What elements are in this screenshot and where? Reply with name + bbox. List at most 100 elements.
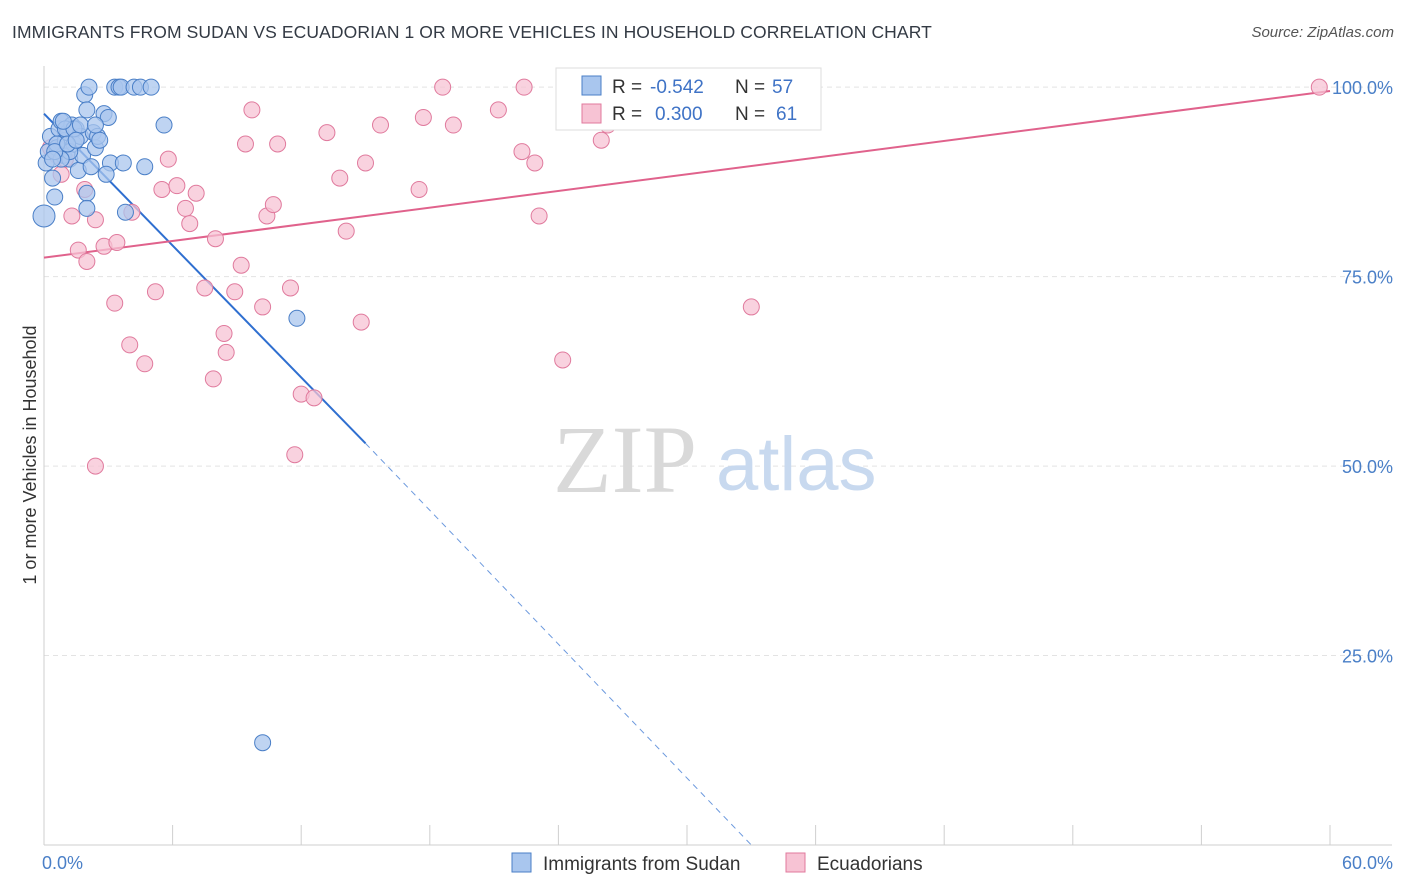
ecuadorians-point: [215, 324, 233, 342]
watermark-zip: ZIP: [553, 406, 697, 513]
ecuadorians-point: [226, 283, 244, 301]
legend-r-value-ecuadorians: 0.300: [655, 104, 703, 125]
ecuadorians-point: [352, 313, 370, 331]
sudan-point: [116, 203, 134, 221]
axes: [43, 66, 1392, 846]
y-tick-label: 50.0%: [1342, 457, 1393, 477]
ecuadorians-point: [236, 135, 254, 153]
sudan-point: [99, 108, 117, 126]
sudan-point: [82, 158, 100, 176]
series-swatch-sudan: [511, 852, 532, 873]
ecuadorians-point: [515, 78, 533, 96]
ecuadorians-point: [331, 169, 349, 187]
sudan-point: [114, 154, 132, 172]
ecuadorians-point: [269, 135, 287, 153]
ecuadorians-point: [372, 116, 390, 134]
stats-legend: R = -0.542 N = 57 R = 0.300 N = 61: [555, 67, 822, 131]
y-tick-label: 25.0%: [1342, 647, 1393, 667]
ecuadorians-point: [86, 457, 104, 475]
y-tick-label: 75.0%: [1342, 268, 1393, 288]
ecuadorians-point: [489, 101, 507, 119]
legend-r-label-ecuadorians: R =: [612, 104, 642, 125]
ecuadorians-point: [1310, 78, 1328, 96]
y-tick-label: 100.0%: [1332, 78, 1393, 98]
ecuadorians-point: [337, 222, 355, 240]
sudan-point: [78, 101, 96, 119]
sudan-point: [155, 116, 173, 134]
ecuadorians-point: [159, 150, 177, 168]
sudan-point: [254, 734, 272, 752]
grid-lines: [44, 86, 1392, 657]
sudan-point: [78, 184, 96, 202]
ecuadorians-point: [146, 283, 164, 301]
legend-n-value-sudan: 57: [772, 77, 793, 98]
sudan-point: [142, 78, 160, 96]
series-legend: Immigrants from Sudan Ecuadorians: [511, 852, 923, 875]
sudan-trend-extension: [365, 442, 752, 846]
sudan-point: [44, 150, 62, 168]
ecuadorians-point: [69, 241, 87, 259]
watermark-atlas: atlas: [716, 422, 877, 507]
ecuadorians-point: [526, 154, 544, 172]
sudan-point: [46, 188, 64, 206]
y-axis-label: 1 or more Vehicles in Household: [20, 325, 40, 584]
sudan-point: [54, 112, 72, 130]
ecuadorians-point: [176, 199, 194, 217]
ecuadorians-point: [592, 131, 610, 149]
sudan-point: [78, 199, 96, 217]
series-swatch-ecuadorians: [785, 852, 806, 873]
legend-n-label-ecuadorians: N =: [735, 104, 765, 125]
series-label-ecuadorians: Ecuadorians: [817, 854, 923, 875]
ecuadorians-point: [181, 215, 199, 233]
ecuadorians-point: [281, 279, 299, 297]
ecuadorians-point: [153, 180, 171, 198]
ecuadorians-point: [217, 343, 235, 361]
ecuadorians-point: [63, 207, 81, 225]
ecuadorians-point: [530, 207, 548, 225]
ecuadorians-point: [187, 184, 205, 202]
ecuadorians-point: [121, 336, 139, 354]
ecuadorians-point: [106, 294, 124, 312]
ecuadorians-point: [305, 389, 323, 407]
sudan-point: [86, 116, 104, 134]
sudan-point: [32, 204, 56, 228]
sudan-point: [288, 309, 306, 327]
ecuadorians-point: [243, 101, 261, 119]
ecuadorians-point: [78, 252, 96, 270]
legend-r-value-sudan: -0.542: [650, 77, 704, 98]
ecuadorians-point: [136, 355, 154, 373]
ecuadorians-point: [318, 124, 336, 142]
ecuadorians-point: [196, 279, 214, 297]
ecuadorians-point: [168, 177, 186, 195]
chart-title: IMMIGRANTS FROM SUDAN VS ECUADORIAN 1 OR…: [12, 22, 932, 42]
ecuadorians-point: [414, 108, 432, 126]
sudan-point: [44, 169, 62, 187]
series-label-sudan: Immigrants from Sudan: [543, 854, 740, 875]
sudan-point: [91, 131, 109, 149]
legend-n-label-sudan: N =: [735, 77, 765, 98]
ecuadorians-point: [286, 446, 304, 464]
x-tick-label: 60.0%: [1342, 853, 1393, 873]
ecuadorians-trend-line: [43, 89, 1331, 259]
source-label: Source: ZipAtlas.com: [1251, 24, 1394, 41]
ecuadorians-point: [204, 370, 222, 388]
legend-swatch-sudan: [581, 75, 602, 96]
ecuadorians-point: [206, 230, 224, 248]
sudan-point: [136, 158, 154, 176]
ecuadorians-point: [434, 78, 452, 96]
ecuadorians-point: [513, 143, 531, 161]
ecuadorians-point: [264, 196, 282, 214]
sudan-point: [80, 78, 98, 96]
sudan-point: [97, 165, 115, 183]
x-tick-label: 0.0%: [42, 853, 83, 873]
legend-swatch-ecuadorians: [581, 103, 602, 124]
ecuadorians-point: [357, 154, 374, 172]
ecuadorians-point: [254, 298, 272, 316]
ecuadorians-point: [554, 351, 572, 369]
ecuadorians-point: [108, 234, 126, 252]
ecuadorians-point: [742, 298, 760, 316]
watermark: ZIP atlas: [553, 406, 877, 513]
sudan-point: [71, 116, 89, 134]
ecuadorians-point: [232, 256, 250, 274]
